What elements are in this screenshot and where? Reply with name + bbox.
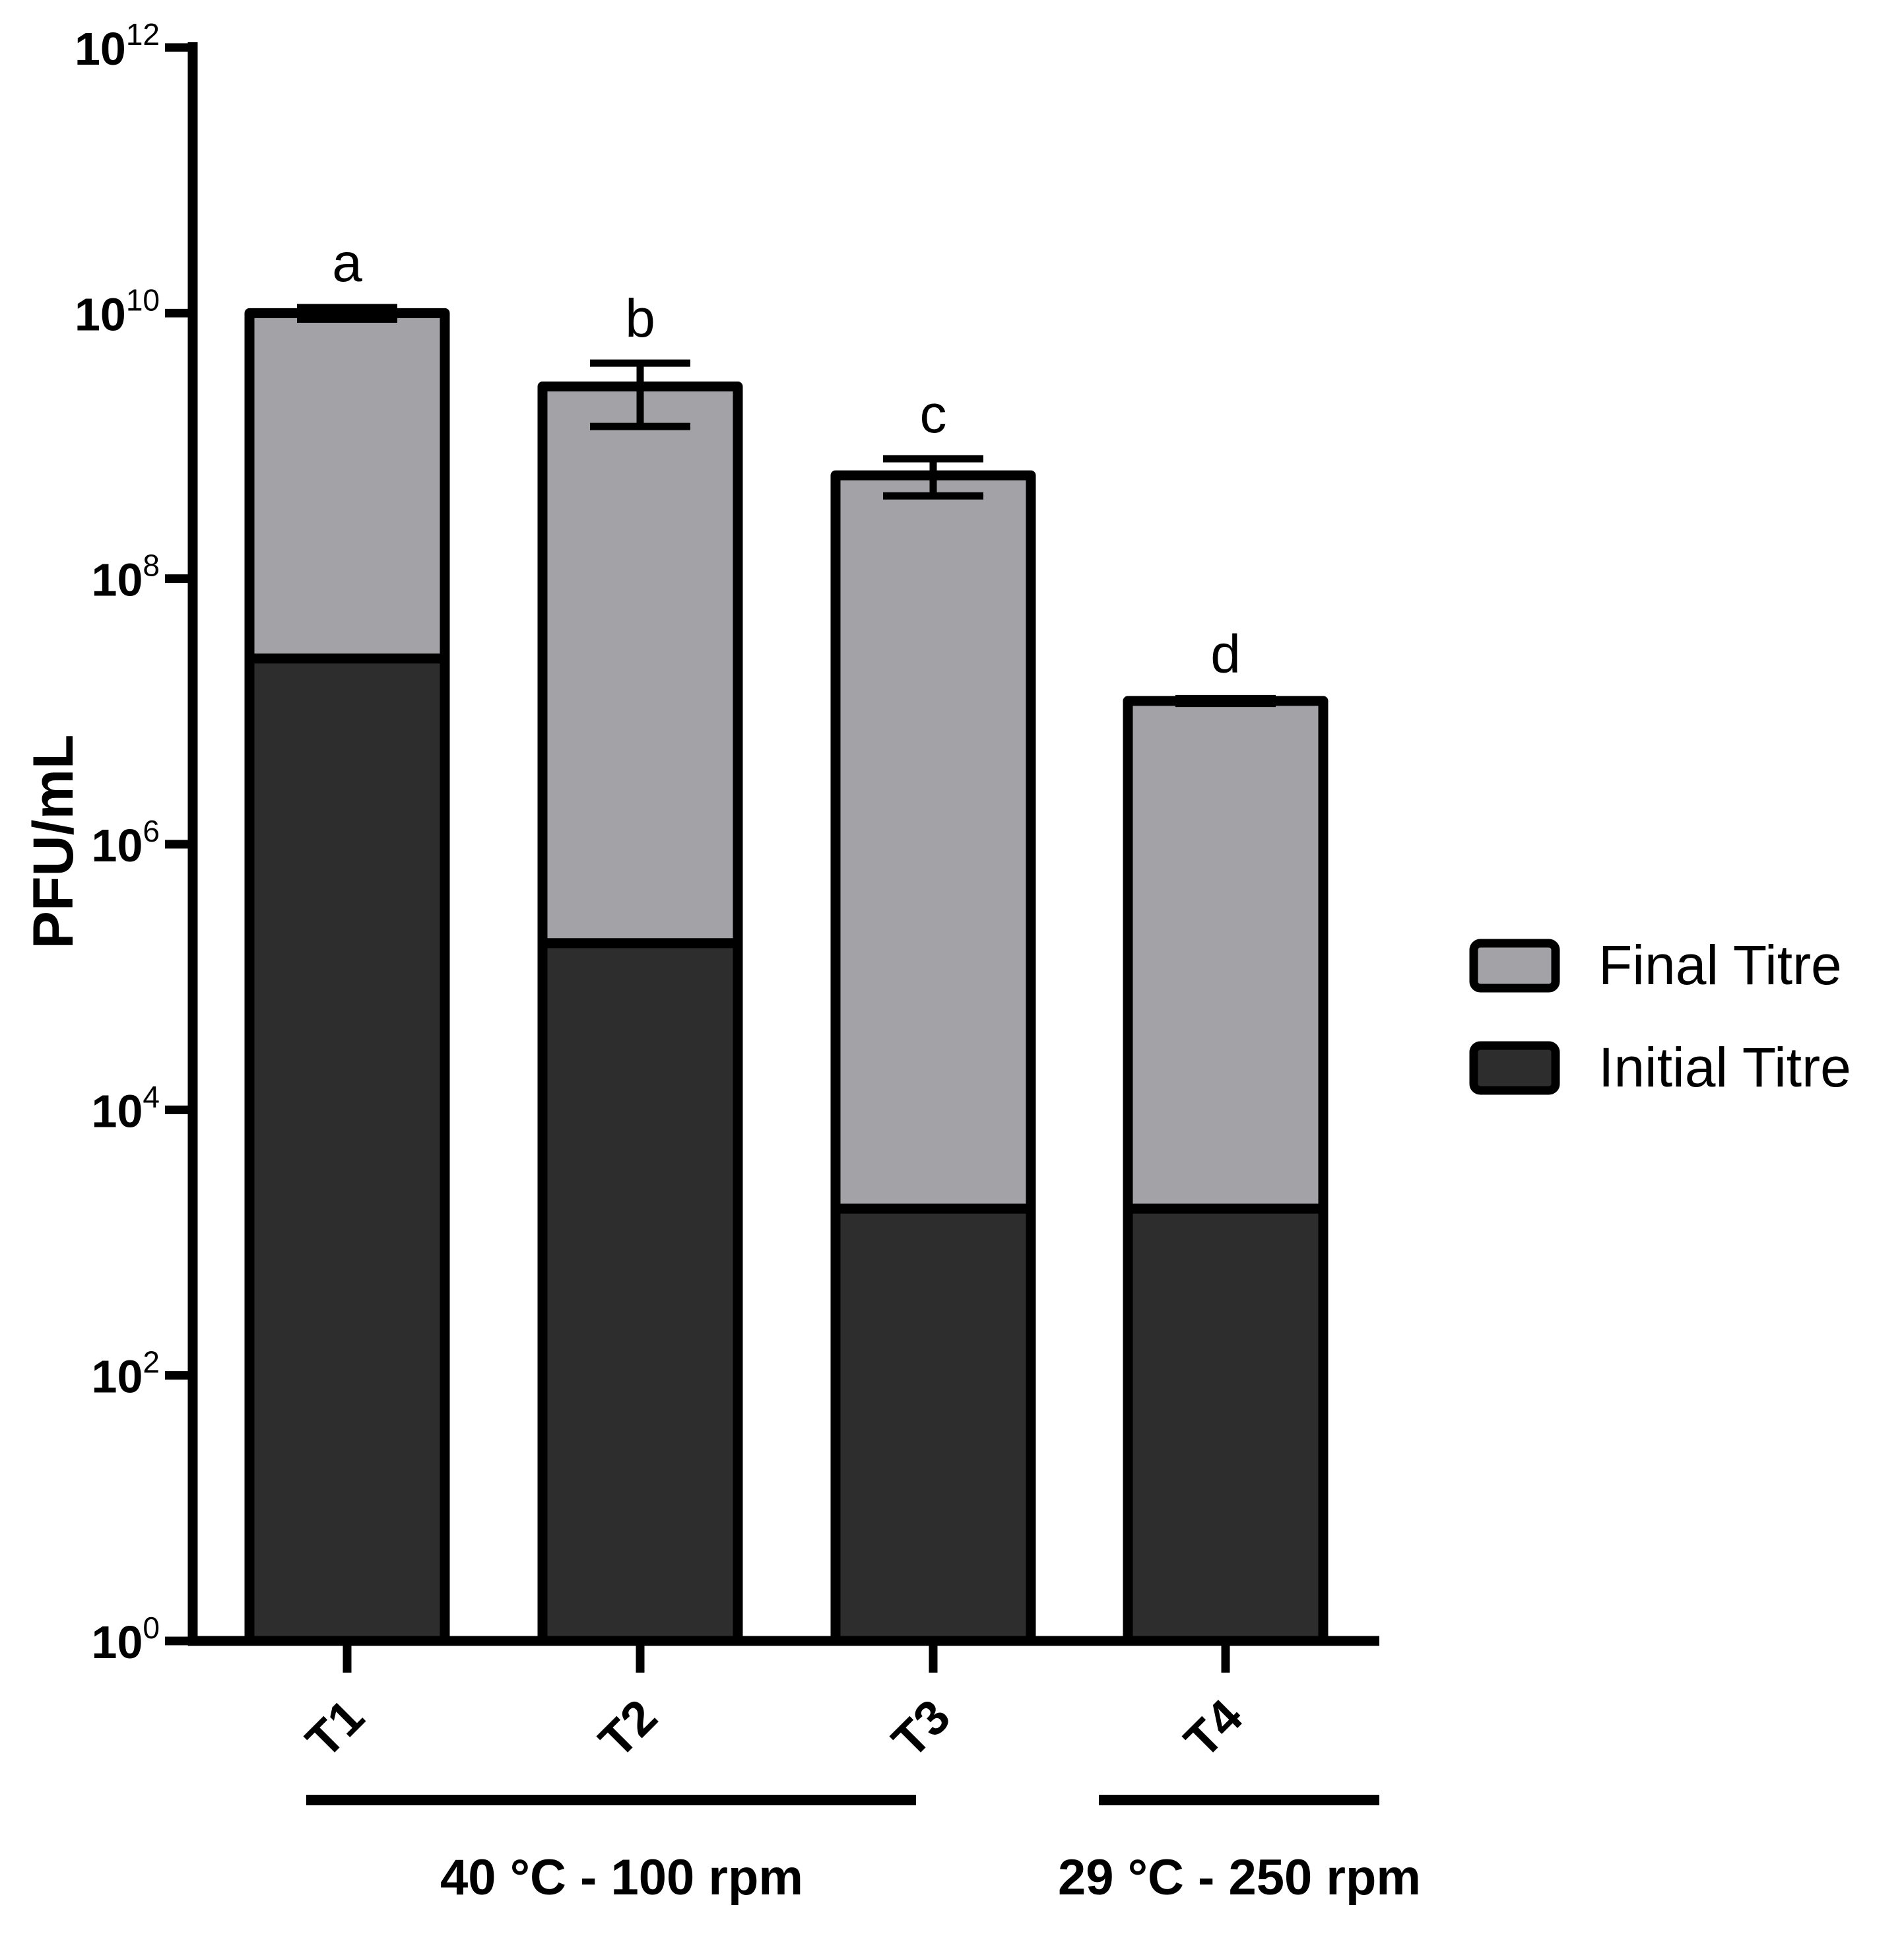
y-tick-base: 10 (92, 820, 143, 871)
bar-initial-titre-t3 (830, 1203, 1036, 1646)
y-tick-label-2: 102 (92, 1345, 160, 1403)
significance-label-t1: a (332, 233, 362, 293)
y-tick-exponent: 12 (126, 17, 160, 51)
x-tick-label-t1: T1 (296, 1689, 375, 1768)
y-tick-base: 10 (92, 1617, 143, 1668)
legend-swatch-final-titre (1469, 939, 1560, 993)
y-tick-label-8: 108 (92, 549, 160, 606)
y-tick-base: 10 (92, 1351, 143, 1403)
y-tick-exponent: 8 (143, 549, 160, 583)
legend-label-initial-titre: Initial Titre (1598, 1036, 1851, 1098)
y-tick-label-0: 100 (92, 1611, 160, 1668)
legend-swatch-initial-titre (1469, 1041, 1560, 1095)
y-tick-base: 10 (92, 554, 143, 606)
significance-label-t2: b (625, 288, 655, 349)
y-tick-exponent: 4 (143, 1079, 160, 1114)
x-tick-label-t4: T4 (1174, 1689, 1253, 1768)
y-tick-label-10: 1010 (75, 283, 160, 340)
y-tick-label-6: 106 (92, 814, 160, 871)
bar-final-titre-t3 (830, 470, 1036, 1214)
bar-final-titre-t2 (537, 382, 743, 949)
bar-initial-titre-t1 (244, 653, 450, 1646)
y-tick-base: 10 (92, 1085, 143, 1137)
bar-initial-titre-t2 (537, 938, 743, 1646)
y-tick-exponent: 0 (143, 1611, 160, 1645)
x-tick-label-t2: T2 (589, 1689, 668, 1768)
bar-final-titre-t4 (1123, 696, 1329, 1214)
significance-label-t4: d (1210, 624, 1241, 684)
y-tick-base: 10 (75, 23, 126, 75)
group-label-1: 40 °C - 100 rpm (440, 1850, 803, 1906)
y-axis-title: PFU/mL (22, 735, 85, 949)
y-tick-exponent: 6 (143, 814, 160, 848)
y-tick-label-12: 1012 (75, 17, 160, 75)
x-tick-label-t3: T3 (882, 1689, 961, 1768)
y-tick-label-4: 104 (92, 1079, 160, 1137)
y-tick-exponent: 10 (126, 283, 160, 317)
y-tick-exponent: 2 (143, 1345, 160, 1380)
bar-final-titre-t1 (244, 308, 450, 664)
legend-label-final-titre: Final Titre (1598, 934, 1842, 996)
y-tick-base: 10 (75, 288, 126, 340)
group-label-2: 29 °C - 250 rpm (1058, 1850, 1421, 1906)
bar-initial-titre-t4 (1123, 1203, 1329, 1646)
significance-label-t3: c (920, 384, 947, 444)
